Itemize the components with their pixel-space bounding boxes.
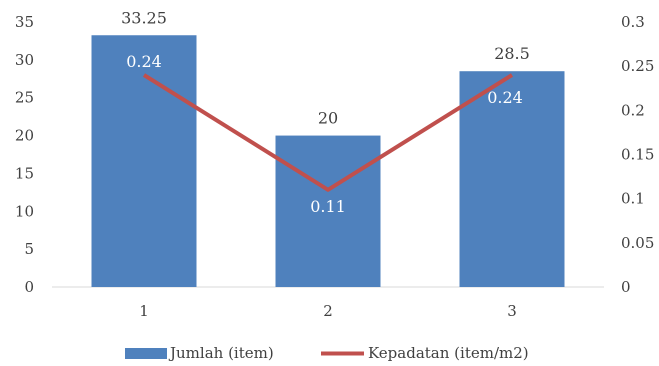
y-left-tick-label: 0	[24, 278, 34, 296]
x-tick-label: 1	[139, 302, 149, 320]
y-left-tick-label: 5	[24, 240, 34, 258]
y-left-tick-label: 15	[15, 164, 34, 182]
axes: 0 5 10 15 20 25 30 35 0 0.05 0.1 0.15 0.2 0.25 0.3 1 2 3	[15, 13, 655, 320]
line-data-label: 0.24	[487, 88, 523, 107]
y-left-tick-label: 25	[15, 89, 34, 107]
y-right-tick-label: 0.15	[621, 146, 654, 164]
y-right-tick-label: 0.3	[621, 13, 645, 31]
bar-data-label: 20	[318, 109, 338, 128]
legend-label-bar: Jumlah (item)	[168, 344, 274, 362]
y-right-tick-label: 0.25	[621, 57, 654, 75]
y-right-tick-label: 0.05	[621, 234, 654, 252]
line-series	[142, 73, 514, 192]
legend: Jumlah (item) Kepadatan (item/m2)	[125, 344, 529, 362]
x-tick-label: 3	[507, 302, 517, 320]
y-right-tick-label: 0.1	[621, 190, 645, 208]
y-left-tick-label: 10	[15, 202, 34, 220]
y-left-tick-label: 20	[15, 127, 34, 145]
y-right-tick-label: 0	[621, 278, 631, 296]
bar-data-label: 28.5	[494, 44, 530, 63]
bar-series	[91, 35, 565, 287]
bar	[91, 35, 197, 287]
legend-swatch-bar	[125, 348, 167, 359]
x-tick-label: 2	[323, 302, 333, 320]
data-labels: 33.25 20 28.5 0.24 0.11 0.24	[121, 8, 530, 216]
line-data-label: 0.11	[310, 197, 346, 216]
legend-label-line: Kepadatan (item/m2)	[368, 344, 529, 362]
bar	[275, 135, 381, 287]
bar	[459, 71, 565, 287]
bar-data-label: 33.25	[121, 8, 167, 27]
series-line	[142, 73, 514, 192]
y-right-tick-label: 0.2	[621, 101, 645, 119]
y-left-tick-label: 35	[15, 13, 34, 31]
y-left-tick-label: 30	[15, 51, 34, 69]
line-data-label: 0.24	[126, 52, 162, 71]
